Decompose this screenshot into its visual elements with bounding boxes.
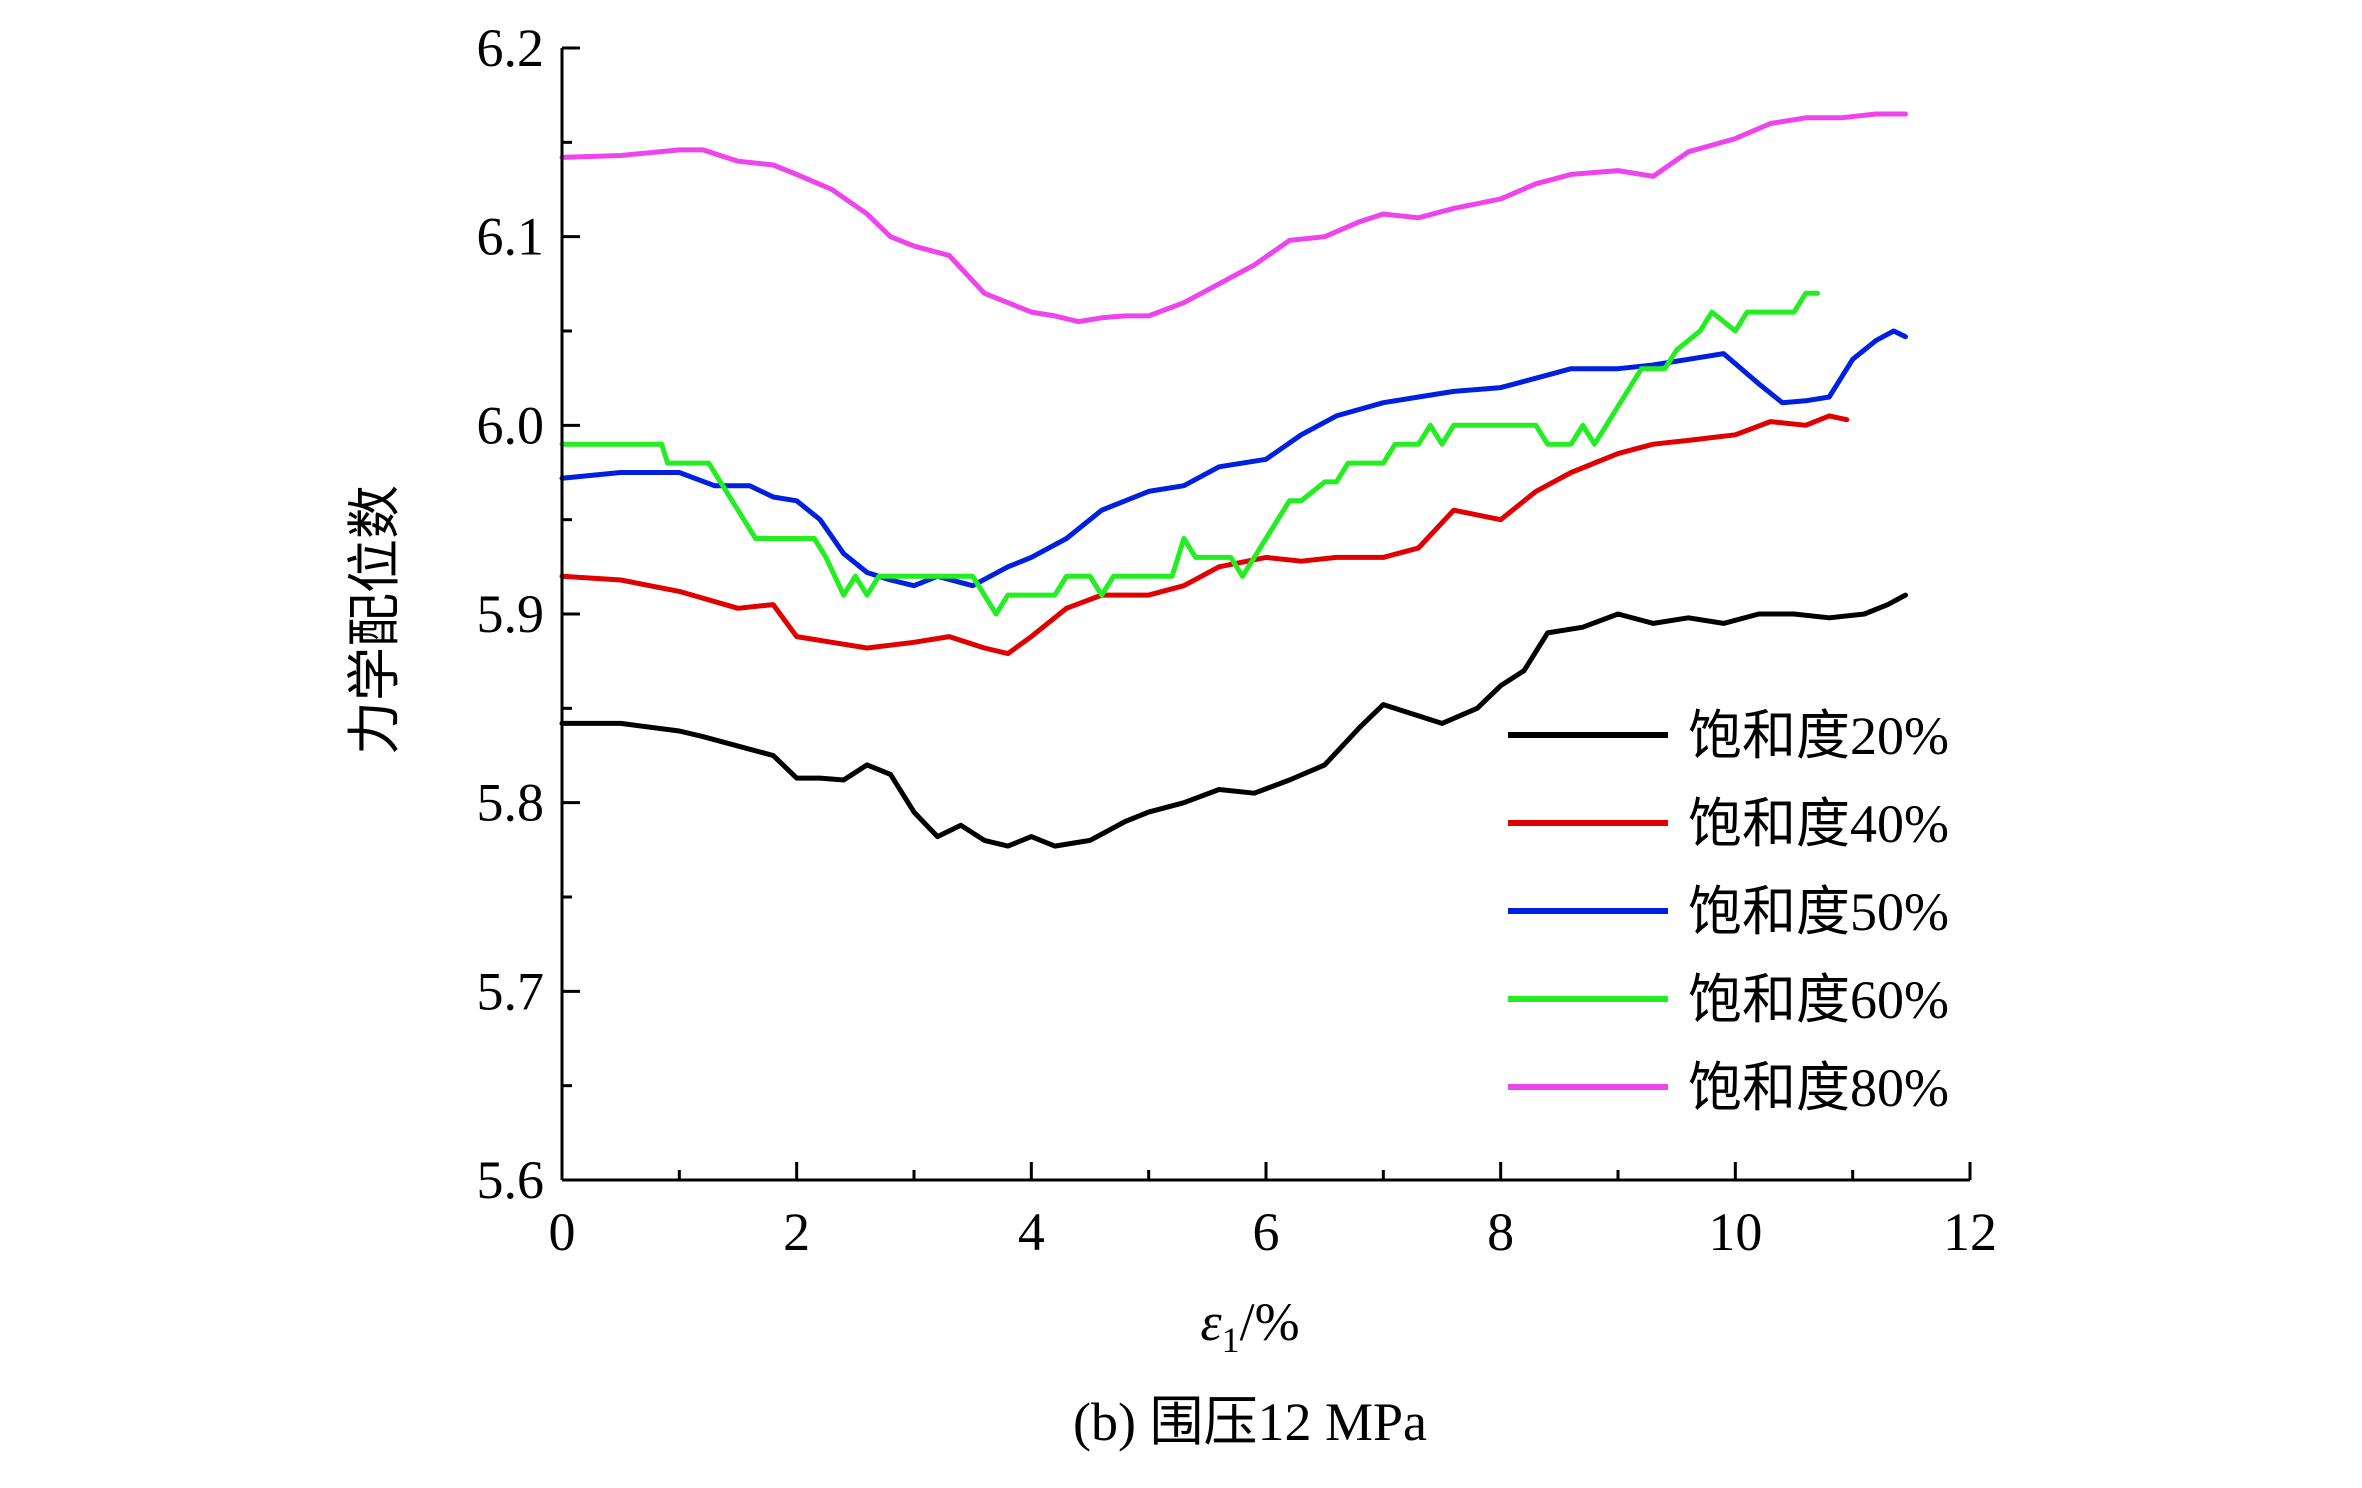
series-line-4 <box>559 290 1820 617</box>
x-axis-symbol: ε <box>1200 1292 1222 1352</box>
y-tick-label: 6.1 <box>477 207 545 267</box>
legend-label-3: 饱和度50% <box>1688 882 1949 942</box>
legend-label-4: 饱和度60% <box>1688 970 1949 1030</box>
x-tick-label: 2 <box>783 1202 810 1262</box>
x-tick-label: 10 <box>1708 1202 1762 1262</box>
legend-label-5: 饱和度80% <box>1688 1058 1949 1118</box>
x-axis-unit: /% <box>1240 1292 1300 1352</box>
x-tick-label: 12 <box>1943 1202 1997 1262</box>
x-tick-label: 0 <box>549 1202 576 1262</box>
y-tick-label: 6.2 <box>477 18 545 78</box>
x-axis-subscript: 1 <box>1222 1320 1240 1360</box>
y-tick-label: 5.8 <box>477 773 545 833</box>
y-tick-label: 6.0 <box>477 395 545 455</box>
series-line-1 <box>559 592 1908 849</box>
legend: 饱和度20% 饱和度40% 饱和度50% 饱和度60% 饱和度80% <box>1508 706 1949 1118</box>
y-tick-label: 5.9 <box>477 584 545 644</box>
x-tick-label: 8 <box>1487 1202 1514 1262</box>
figure-caption: (b) 围压12 MPa <box>1073 1392 1427 1452</box>
series-line-2 <box>559 413 1850 657</box>
x-tick-label: 4 <box>1018 1202 1045 1262</box>
y-tick-label: 5.6 <box>477 1150 545 1210</box>
y-axis-title: 力学配位数 <box>345 485 405 755</box>
x-tick-label: 6 <box>1253 1202 1280 1262</box>
legend-label-1: 饱和度20% <box>1688 706 1949 766</box>
x-axis-title: ε1/% <box>1200 1292 1299 1360</box>
legend-label-2: 饱和度40% <box>1688 794 1949 854</box>
y-tick-label: 5.7 <box>477 961 545 1021</box>
series-line-3 <box>559 328 1908 589</box>
series-line-5 <box>559 111 1908 325</box>
axes-layer: 0 2 4 6 8 10 12 5.6 5.7 5.8 5.9 6.0 6.1 6.2 <box>477 18 1998 1262</box>
series-layer <box>559 111 1908 849</box>
